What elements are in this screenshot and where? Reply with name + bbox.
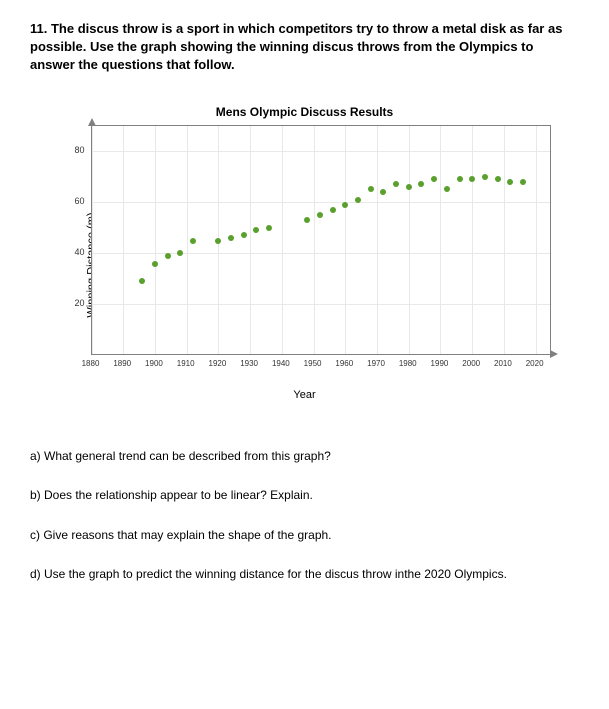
data-point (457, 176, 463, 182)
subquestion-c: c) Give reasons that may explain the sha… (30, 528, 579, 544)
x-axis-label: Year (45, 389, 565, 401)
data-point (507, 179, 513, 185)
data-point (368, 186, 374, 192)
gridline-horizontal (92, 151, 550, 152)
y-tick-label: 60 (61, 196, 85, 206)
x-tick-label: 1890 (113, 359, 131, 368)
gridline-vertical (155, 126, 156, 354)
data-point (330, 207, 336, 213)
data-point (139, 278, 145, 284)
data-point (406, 184, 412, 190)
gridline-vertical (314, 126, 315, 354)
subquestion-d: d) Use the graph to predict the winning … (30, 567, 579, 583)
data-point (152, 261, 158, 267)
x-tick-label: 1900 (145, 359, 163, 368)
gridline-vertical (345, 126, 346, 354)
data-point (418, 181, 424, 187)
gridline-vertical (536, 126, 537, 354)
x-tick-label: 2020 (526, 359, 544, 368)
x-tick-label: 1970 (367, 359, 385, 368)
data-point (266, 225, 272, 231)
x-tick-label: 1950 (304, 359, 322, 368)
x-tick-label: 1920 (208, 359, 226, 368)
x-tick-label: 1930 (240, 359, 258, 368)
data-point (317, 212, 323, 218)
chart-title: Mens Olympic Discuss Results (45, 105, 565, 119)
x-tick-label: 2000 (462, 359, 480, 368)
data-point (495, 176, 501, 182)
data-point (393, 181, 399, 187)
data-point (520, 179, 526, 185)
subquestion-b: b) Does the relationship appear to be li… (30, 488, 579, 504)
data-point (482, 174, 488, 180)
data-point (215, 238, 221, 244)
data-point (253, 227, 259, 233)
gridline-vertical (504, 126, 505, 354)
data-point (190, 238, 196, 244)
question-text: The discus throw is a sport in which com… (30, 21, 562, 72)
x-tick-label: 1990 (431, 359, 449, 368)
x-tick-label: 1960 (335, 359, 353, 368)
question-number: 11. (30, 21, 47, 36)
x-tick-label: 2010 (494, 359, 512, 368)
gridline-vertical (92, 126, 93, 354)
data-point (177, 250, 183, 256)
gridline-horizontal (92, 253, 550, 254)
gridline-horizontal (92, 202, 550, 203)
data-point (469, 176, 475, 182)
y-tick-label: 40 (61, 247, 85, 257)
y-tick-label: 80 (61, 145, 85, 155)
chart-container: Mens Olympic Discuss Results Winning Dis… (45, 105, 565, 425)
subquestion-a: a) What general trend can be described f… (30, 449, 579, 465)
x-tick-label: 1880 (82, 359, 100, 368)
data-point (355, 197, 361, 203)
x-tick-label: 1980 (399, 359, 417, 368)
data-point (228, 235, 234, 241)
data-point (241, 232, 247, 238)
gridline-vertical (123, 126, 124, 354)
x-tick-label: 1940 (272, 359, 290, 368)
y-axis-arrow-icon (88, 118, 96, 126)
x-axis-arrow-icon (550, 350, 558, 358)
plot-outer: 2040608018801890190019101920193019401950… (91, 125, 551, 385)
data-point (380, 189, 386, 195)
gridline-horizontal (92, 304, 550, 305)
data-point (431, 176, 437, 182)
gridline-vertical (472, 126, 473, 354)
question-header: 11. The discus throw is a sport in which… (30, 20, 579, 75)
data-point (444, 186, 450, 192)
data-point (304, 217, 310, 223)
gridline-vertical (377, 126, 378, 354)
gridline-vertical (409, 126, 410, 354)
gridline-vertical (250, 126, 251, 354)
x-tick-label: 1910 (177, 359, 195, 368)
gridline-vertical (440, 126, 441, 354)
plot-area (91, 125, 551, 355)
gridline-vertical (187, 126, 188, 354)
data-point (165, 253, 171, 259)
data-point (342, 202, 348, 208)
gridline-vertical (282, 126, 283, 354)
y-tick-label: 20 (61, 298, 85, 308)
